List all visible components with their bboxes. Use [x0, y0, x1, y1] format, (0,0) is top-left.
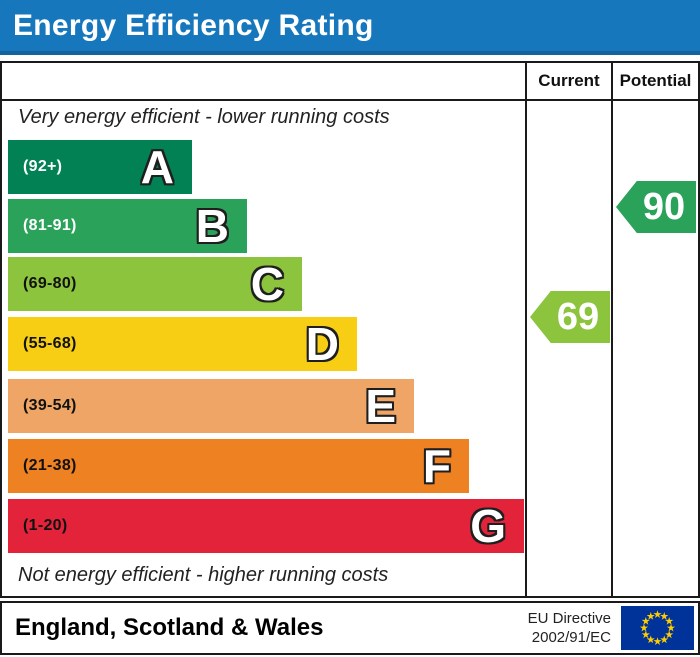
column-divider-potential — [611, 63, 613, 596]
eu-directive-label: EU Directive 2002/91/EC — [528, 609, 611, 647]
band-range: (1-20) — [23, 517, 68, 534]
band-range: (39-54) — [23, 397, 77, 414]
band-range: (21-38) — [23, 457, 77, 474]
band-letter: B — [195, 200, 229, 252]
current-rating-badge: 69 — [530, 291, 610, 343]
column-divider-current — [525, 63, 527, 596]
band-letter: E — [365, 380, 396, 432]
footer-right: EU Directive 2002/91/EC — [528, 606, 698, 650]
caption-very-efficient: Very energy efficient - lower running co… — [18, 106, 390, 128]
band-letter: F — [422, 440, 451, 492]
band-b: (81-91) B — [8, 199, 247, 253]
footer: England, Scotland & Wales EU Directive 2… — [0, 601, 700, 655]
eu-directive-line2: 2002/91/EC — [531, 629, 611, 646]
band-c: (69-80) C — [8, 257, 302, 311]
band-d: (55-68) D — [8, 317, 357, 371]
band-range: (92+) — [23, 158, 63, 175]
header-underline — [2, 99, 698, 101]
title-bar: Energy Efficiency Rating — [0, 0, 700, 55]
header-current: Current — [538, 71, 600, 90]
rating-table: Current Potential Very energy efficient … — [0, 61, 700, 598]
band-a: (92+) A — [8, 140, 192, 194]
band-g: (1-20) G — [8, 499, 524, 553]
eu-flag-icon — [621, 606, 694, 650]
caption-not-efficient: Not energy efficient - higher running co… — [18, 564, 389, 586]
page-title: Energy Efficiency Rating — [13, 8, 374, 42]
eu-directive-line1: EU Directive — [527, 610, 611, 627]
band-letter: G — [470, 500, 506, 552]
band-e: (39-54) E — [8, 379, 414, 433]
header-potential: Potential — [619, 71, 692, 90]
band-range: (81-91) — [23, 217, 77, 234]
band-letter: D — [305, 318, 339, 370]
band-letter: A — [140, 141, 174, 193]
band-f: (21-38) F — [8, 439, 469, 493]
band-range: (55-68) — [23, 335, 77, 352]
potential-rating-badge: 90 — [616, 181, 696, 233]
band-letter: C — [250, 258, 284, 310]
region-label: England, Scotland & Wales — [15, 614, 324, 641]
band-range: (69-80) — [23, 275, 77, 292]
